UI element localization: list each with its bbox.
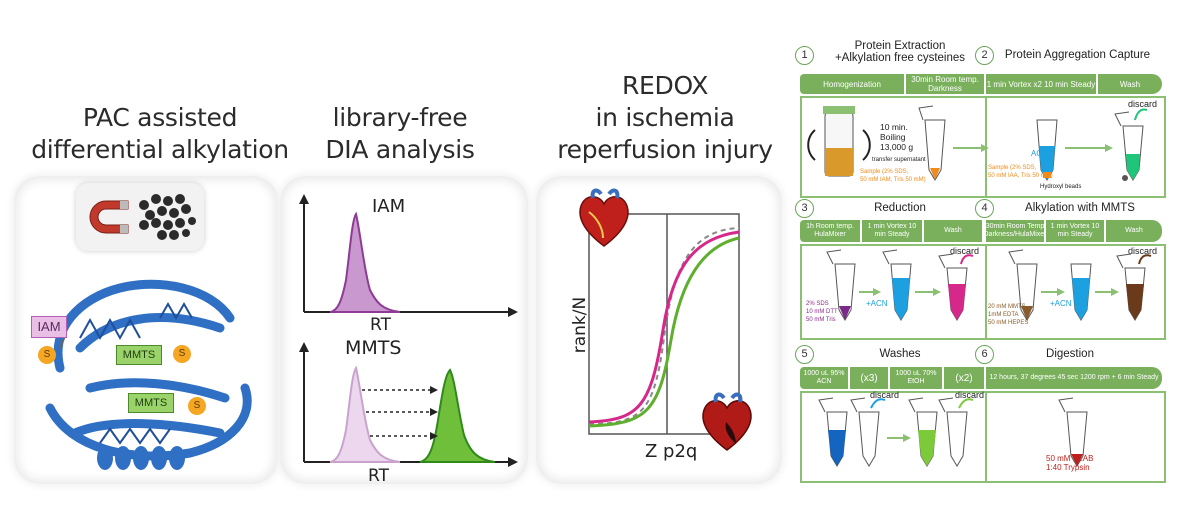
row3-bar-x3: (x3) <box>850 367 888 389</box>
magnet-beads-box <box>76 183 204 251</box>
step-5-number: 5 <box>795 345 814 364</box>
step-2-sample-text: Sample (2% SDS, 50 mM IAA, Tris 50 mM) <box>988 165 1053 179</box>
step-2-acn-text: ACN <box>1031 149 1048 158</box>
step-4-acn-text: +ACN <box>1050 299 1072 308</box>
redox-x-label: Z p2q <box>645 441 698 462</box>
row1-bar-darkness: 30min Room temp. Darkness <box>906 74 984 94</box>
mmts-sulfur-atom-2: S <box>188 397 206 415</box>
step-6-digest-text: 50 mM TEAB 1:40 Trypsin <box>1046 454 1094 472</box>
dia-panel <box>280 176 528 484</box>
row2-bar-vortex-b: 1 min Vortex 10 min Steady <box>1046 220 1104 242</box>
step-5-title: Washes <box>879 348 921 360</box>
row2-illustrations <box>826 249 1152 321</box>
row1-bar-vortex: 1 min Vortex x2 10 min Steady <box>986 74 1096 94</box>
step-1-sample-text: Sample (2% SDS, 50 mM IAM, Tris 50 mM) <box>860 169 926 183</box>
dia-title: library-free DIA analysis <box>325 103 475 164</box>
step-2-beads-text: Hydroxyl beads <box>1040 184 1082 190</box>
row3-illustrations <box>818 397 1088 467</box>
magnet-icon <box>89 200 129 234</box>
dia-chromatograms <box>299 194 518 467</box>
step-4-reagent-text: 20 mM MMTS 1mM EDTA 50 mM HEPES <box>988 304 1029 326</box>
heart-healthy-icon <box>579 188 629 247</box>
row3-bar-x2: (x2) <box>944 367 984 389</box>
row2-bar-darkness: 30min Room Temp Darkness/HulaMixer <box>984 220 1047 242</box>
step-2-number: 2 <box>975 46 994 65</box>
step-6-title: Digestion <box>1046 348 1094 360</box>
step-3-acn-text: +ACN <box>866 299 888 308</box>
step-6-number: 6 <box>975 345 994 364</box>
row1-bar-wash: Wash <box>1098 74 1162 94</box>
step-4-title: Alkylation with MMTS <box>1025 202 1135 214</box>
step-3-number: 3 <box>795 199 814 218</box>
step-4-discard-text: discard <box>1128 246 1158 256</box>
row3-bar-etoh: 1000 uL 70% EtOH <box>890 367 942 389</box>
redox-y-label: rank/N <box>570 296 590 354</box>
redox-title: REDOX in ischemia reperfusion injury <box>557 71 773 164</box>
mmts-tag-2: MMTS <box>128 393 174 413</box>
pac-title: PAC assisted differential alkylation <box>31 103 289 164</box>
dia-bottom-label: MMTS <box>345 337 402 359</box>
row1-illustrations <box>807 105 1148 181</box>
row2-bar-vortex-a: 1 min Vortex 10 min Steady <box>862 220 922 242</box>
step-1-transfer-text: transfer supernatant <box>872 157 926 163</box>
dia-top-axis-label: RT <box>370 315 391 335</box>
step-3-discard-text: discard <box>950 246 980 256</box>
step-2-title: Protein Aggregation Capture <box>1004 49 1151 61</box>
step-1-title-text: Protein Extraction +Alkylation free cyst… <box>834 40 966 64</box>
row2-bar-wash-b: Wash <box>1106 220 1162 242</box>
row3-bar-acn: 1000 uL 95% ACN <box>800 367 848 389</box>
step-3-reagent-text: 2% SDS 10 mM DTT 50 mM Tris <box>806 301 838 323</box>
iam-sulfur-atom: S <box>38 346 56 364</box>
step-1-title: Protein Extraction +Alkylation free cyst… <box>830 40 970 64</box>
step-4-number: 4 <box>975 199 994 218</box>
step-2-discard-text: discard <box>1128 99 1158 109</box>
mmts-sulfur-atom-1: S <box>173 345 191 363</box>
step-1-number: 1 <box>795 46 814 65</box>
mmts-tag-1: MMTS <box>116 345 162 365</box>
step-5-discard-text-2: discard <box>955 390 985 400</box>
row2-bar-room-temp: 1h Room temp. HulaMixer <box>800 220 860 242</box>
step-3-title: Reduction <box>874 202 926 214</box>
row3-bar-digestion: 12 hours, 37 degrees 45 sec 1200 rpm + 6… <box>986 367 1162 389</box>
heart-injured-icon <box>702 392 752 451</box>
iam-tag: IAM <box>31 316 67 338</box>
protein-structure-illustration <box>45 279 252 470</box>
dia-bottom-axis-label: RT <box>368 466 389 486</box>
dia-top-label: IAM <box>372 196 406 217</box>
row1-bar-homogenization: Homogenization <box>800 74 904 94</box>
step-5-discard-text-1: discard <box>870 390 900 400</box>
row2-bar-wash-a: Wash <box>924 220 982 242</box>
step-1-boil-text: 10 min. Boiling 13,000 g <box>880 122 914 152</box>
beads-icon <box>139 194 196 240</box>
